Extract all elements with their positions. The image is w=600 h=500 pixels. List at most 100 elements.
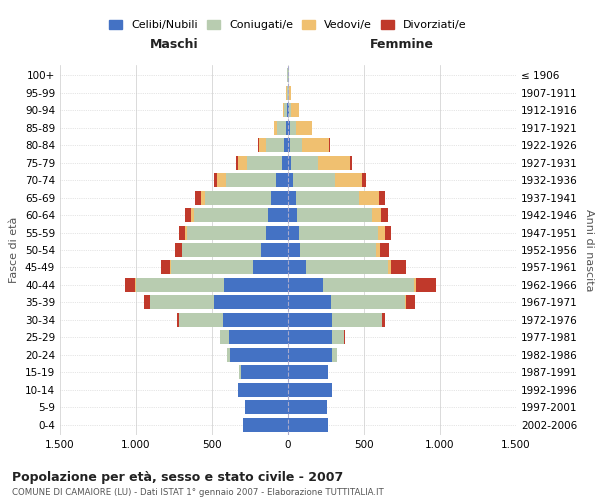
Bar (239, 365, 288, 379)
Bar (205, 190, 288, 204)
Bar (227, 348, 288, 362)
Bar (236, 156, 288, 170)
Bar (238, 156, 288, 170)
Bar (177, 313, 288, 327)
Bar (288, 348, 332, 362)
Bar (287, 68, 288, 82)
Bar (288, 365, 328, 379)
Bar (288, 365, 328, 379)
Bar (238, 382, 288, 396)
Bar (220, 330, 288, 344)
Bar (277, 121, 288, 135)
Bar (220, 330, 288, 344)
Bar (227, 348, 288, 362)
Bar (288, 121, 311, 135)
Bar (245, 400, 288, 414)
Bar (288, 296, 405, 310)
Bar (288, 278, 436, 292)
Bar (288, 260, 406, 274)
Bar (288, 226, 299, 239)
Bar (271, 190, 288, 204)
Bar (288, 138, 290, 152)
Bar (288, 104, 289, 118)
Bar (288, 418, 328, 432)
Bar (179, 313, 288, 327)
Bar (202, 190, 288, 204)
Bar (283, 104, 288, 118)
Bar (245, 400, 288, 414)
Bar (185, 208, 288, 222)
Bar (239, 365, 288, 379)
Bar (288, 226, 391, 239)
Bar (288, 400, 327, 414)
Bar (226, 173, 288, 187)
Bar (238, 382, 288, 396)
Bar (288, 278, 414, 292)
Bar (161, 260, 288, 274)
Bar (288, 382, 332, 396)
Bar (288, 86, 289, 100)
Bar (288, 173, 293, 187)
Bar (288, 243, 380, 257)
Bar (125, 278, 288, 292)
Bar (227, 348, 288, 362)
Bar (194, 208, 288, 222)
Bar (259, 138, 288, 152)
Bar (214, 296, 288, 310)
Bar (288, 156, 291, 170)
Bar (288, 313, 385, 327)
Bar (288, 156, 352, 170)
Bar (288, 190, 296, 204)
Bar (287, 86, 288, 100)
Bar (217, 173, 288, 187)
Bar (288, 313, 382, 327)
Bar (288, 418, 328, 432)
Bar (288, 365, 328, 379)
Bar (288, 330, 345, 344)
Bar (243, 418, 288, 432)
Bar (182, 243, 288, 257)
Bar (288, 278, 323, 292)
Bar (288, 138, 302, 152)
Bar (179, 226, 288, 239)
Bar (214, 173, 288, 187)
Bar (220, 330, 288, 344)
Bar (268, 208, 288, 222)
Bar (149, 296, 288, 310)
Bar (187, 226, 288, 239)
Bar (287, 68, 288, 82)
Bar (288, 313, 382, 327)
Bar (274, 121, 288, 135)
Bar (262, 243, 288, 257)
Bar (282, 156, 288, 170)
Bar (136, 278, 288, 292)
Bar (288, 138, 330, 152)
Bar (288, 418, 328, 432)
Bar (288, 400, 327, 414)
Bar (288, 400, 327, 414)
Bar (238, 382, 288, 396)
Bar (288, 348, 337, 362)
Bar (182, 243, 288, 257)
Bar (288, 382, 332, 396)
Bar (288, 190, 359, 204)
Bar (288, 400, 327, 414)
Bar (288, 68, 289, 82)
Bar (288, 104, 299, 118)
Bar (195, 190, 288, 204)
Y-axis label: Anni di nascita: Anni di nascita (584, 209, 594, 291)
Bar (149, 296, 288, 310)
Bar (288, 382, 332, 396)
Bar (288, 260, 388, 274)
Bar (284, 138, 288, 152)
Bar (191, 208, 288, 222)
Text: Femmine: Femmine (370, 38, 434, 51)
Bar (288, 330, 332, 344)
Bar (288, 86, 291, 100)
Bar (223, 313, 288, 327)
Text: Popolazione per età, sesso e stato civile - 2007: Popolazione per età, sesso e stato civil… (12, 471, 343, 484)
Bar (286, 86, 288, 100)
Bar (170, 260, 288, 274)
Bar (288, 121, 296, 135)
Bar (288, 226, 377, 239)
